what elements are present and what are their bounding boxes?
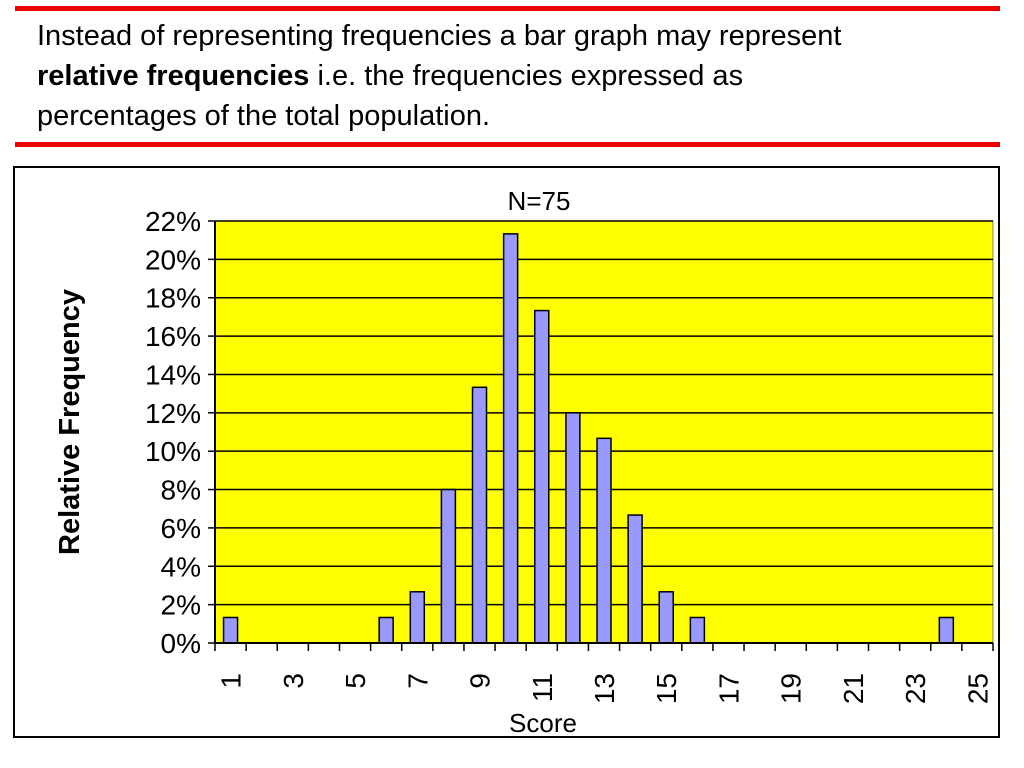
y-axis-title: Relative Frequency	[54, 289, 86, 555]
bar-score-14	[627, 514, 643, 644]
bar-score-7	[409, 591, 426, 644]
bar-score-11	[534, 309, 550, 644]
bar-score-1	[222, 616, 239, 644]
y-tick-label: 2%	[161, 590, 201, 621]
y-tick-label: 16%	[145, 321, 201, 352]
bar-score-16	[689, 616, 706, 644]
bar-score-8	[440, 488, 457, 644]
intro-bold-phrase: relative frequencies	[37, 60, 310, 92]
y-tick-label: 6%	[161, 513, 201, 544]
y-tick-label: 4%	[161, 551, 201, 582]
chart-title: N=75	[508, 186, 571, 216]
axes-layer: 0%2%4%6%8%10%12%14%16%18%20%22%1 3 5 7 9 11 13…	[145, 206, 994, 704]
bar-score-12	[565, 412, 581, 644]
y-tick-label: 22%	[145, 206, 201, 237]
bar-chart: 0%2%4%6%8%10%12%14%16%18%20%22%1 3 5 7 9 11 13…	[54, 186, 994, 736]
bar-score-10	[502, 233, 519, 644]
top-divider	[15, 6, 1000, 11]
y-tick-label: 0%	[161, 628, 201, 659]
y-tick-label: 14%	[145, 359, 201, 390]
bar-score-24	[938, 616, 955, 644]
x-tick-label: 19	[776, 673, 807, 704]
bar-score-6	[378, 616, 394, 644]
x-tick-label: 13	[589, 673, 620, 704]
y-tick-label: 12%	[145, 398, 201, 429]
x-tick-label: 5	[340, 673, 371, 689]
x-axis-title: Score	[509, 708, 577, 736]
y-tick-label: 18%	[145, 283, 201, 314]
bar-score-9	[471, 386, 488, 644]
intro-line-3: percentages of the total population.	[37, 100, 491, 132]
bar-score-15	[658, 591, 674, 644]
y-tick-label: 10%	[145, 436, 201, 467]
x-tick-label: 23	[900, 673, 931, 704]
x-tick-label: 11	[527, 673, 558, 702]
intro-line-2: i.e. the frequencies expressed as	[309, 60, 744, 92]
x-tick-label: 25	[962, 673, 993, 704]
chart-frame: 0% 2% 4% 6% 8% 10% 12% 14% 16% 18% 20% 22% 1 3 5 7 9 11 13…	[13, 166, 1000, 738]
intro-line-1: Instead of representing frequencies a ba…	[37, 20, 842, 52]
x-tick-label: 7	[402, 673, 433, 689]
x-tick-label: 1	[216, 673, 247, 689]
bars-layer	[222, 233, 955, 644]
x-tick-label: 3	[278, 673, 309, 689]
x-tick-label: 9	[465, 673, 496, 689]
x-tick-label: 17	[713, 673, 744, 704]
y-tick-label: 8%	[161, 475, 201, 506]
bottom-divider	[15, 142, 1000, 147]
intro-text: Instead of representing frequencies a ba…	[37, 16, 1007, 136]
y-tick-label: 20%	[145, 244, 201, 275]
bar-score-13	[596, 437, 612, 644]
x-tick-label: 21	[838, 673, 869, 704]
x-tick-label: 15	[651, 673, 682, 704]
